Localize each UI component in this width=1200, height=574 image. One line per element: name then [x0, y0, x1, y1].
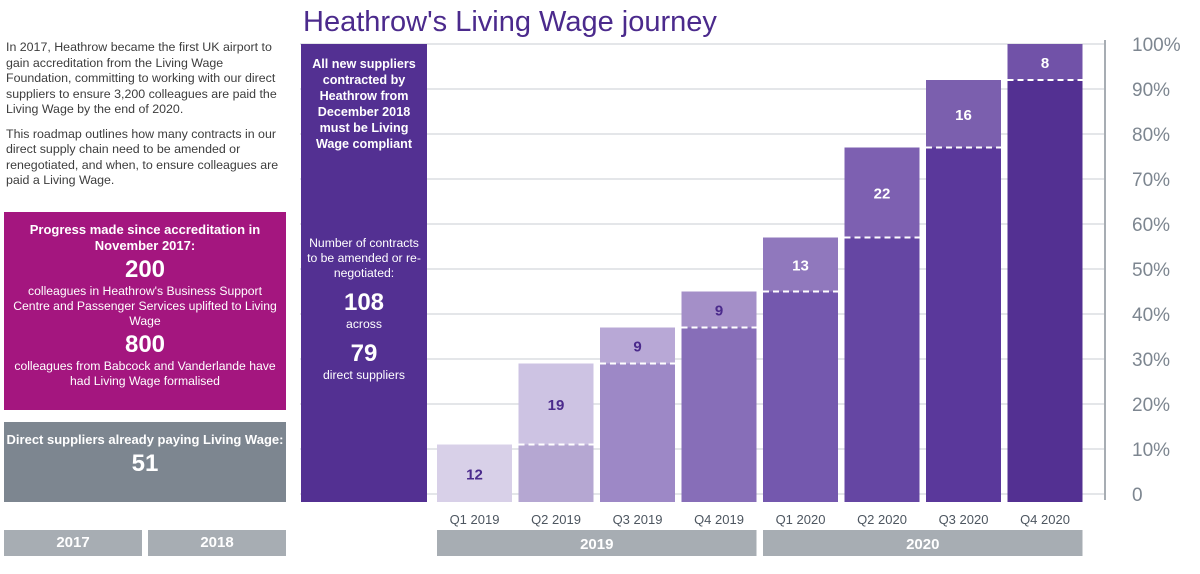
year-group-bar [763, 530, 1083, 556]
suppliers-label: direct suppliers [323, 368, 405, 382]
intro-paragraph-1: In 2017, Heathrow became the first UK ai… [6, 40, 277, 116]
chart-title: Heathrow's Living Wage journey [303, 6, 717, 38]
bar-base [681, 327, 757, 502]
bar-value-label: 13 [792, 258, 809, 275]
year-group-bar [437, 530, 757, 556]
direct-suppliers-heading: Direct suppliers already paying Living W… [6, 432, 284, 447]
x-tick-label: Q4 2020 [1020, 512, 1070, 527]
bar-increment [437, 444, 512, 502]
y-tick-label: 40% [1132, 305, 1170, 326]
bar-base [926, 147, 1001, 502]
supplier-requirement-column: All new suppliers contracted by Heathrow… [301, 44, 427, 502]
y-tick-label: 0 [1132, 485, 1143, 506]
x-tick-label: Q4 2019 [694, 512, 744, 527]
bar-value-label: 19 [548, 397, 565, 414]
bar-increment [763, 237, 838, 292]
contracts-value: 108 [343, 289, 385, 316]
bar-increment [600, 327, 675, 364]
bar-increment [518, 363, 594, 445]
y-tick-label: 80% [1132, 125, 1170, 146]
direct-suppliers-panel: Direct suppliers already paying Living W… [4, 422, 286, 502]
bar-increment [681, 291, 757, 328]
progress-stat-2-value: 800 [124, 331, 166, 358]
x-tick-label: Q1 2019 [450, 512, 500, 527]
y-tick-label: 10% [1132, 440, 1170, 461]
bar-value-label: 9 [633, 339, 641, 356]
contracts-label: Number of contracts to be amended or re-… [307, 236, 421, 280]
bar-increment [926, 80, 1001, 148]
progress-stat-2-text: colleagues from Babcock and Vanderlande … [14, 359, 276, 388]
bar-base [844, 237, 920, 502]
bar-value-label: 12 [466, 466, 483, 483]
bar-value-label: 9 [715, 303, 723, 320]
suppliers-value: 79 [350, 340, 378, 367]
progress-heading: Progress made since accreditation in Nov… [29, 222, 261, 253]
progress-stat-1-text: colleagues in Heathrow's Business Suppor… [13, 284, 277, 328]
progress-panel: Progress made since accreditation in Nov… [4, 212, 286, 410]
x-tick-label: Q2 2020 [857, 512, 907, 527]
bar-base [1007, 80, 1083, 502]
across-label: across [346, 317, 382, 331]
y-tick-label: 100% [1132, 35, 1181, 56]
bar-base [763, 291, 838, 502]
intro-text: In 2017, Heathrow became the first UK ai… [6, 40, 288, 198]
x-tick-label: Q3 2020 [939, 512, 989, 527]
year-group-label: 2020 [906, 536, 939, 553]
bar-base [518, 444, 594, 502]
y-tick-label: 30% [1132, 350, 1170, 371]
y-tick-label: 90% [1132, 80, 1170, 101]
progress-stat-1-value: 200 [124, 256, 166, 283]
y-tick-label: 50% [1132, 260, 1170, 281]
intro-paragraph-2: This roadmap outlines how many contracts… [6, 126, 279, 188]
year-bar-2018: 2018 [148, 530, 286, 556]
y-tick-label: 20% [1132, 395, 1170, 416]
x-tick-label: Q2 2019 [531, 512, 581, 527]
direct-suppliers-value: 51 [131, 450, 159, 477]
bar-increment [844, 147, 920, 238]
bar-value-label: 22 [874, 186, 891, 203]
bar-value-label: 16 [955, 107, 972, 124]
year-group-label: 2019 [580, 536, 613, 553]
x-tick-label: Q1 2020 [776, 512, 826, 527]
y-tick-label: 70% [1132, 170, 1170, 191]
new-supplier-note: All new suppliers contracted by Heathrow… [312, 57, 416, 151]
bar-base [600, 363, 675, 502]
y-tick-label: 60% [1132, 215, 1170, 236]
bar-increment [1007, 44, 1083, 80]
bar-value-label: 8 [1041, 55, 1049, 72]
year-bar-2017: 2017 [4, 530, 142, 556]
x-tick-label: Q3 2019 [613, 512, 663, 527]
